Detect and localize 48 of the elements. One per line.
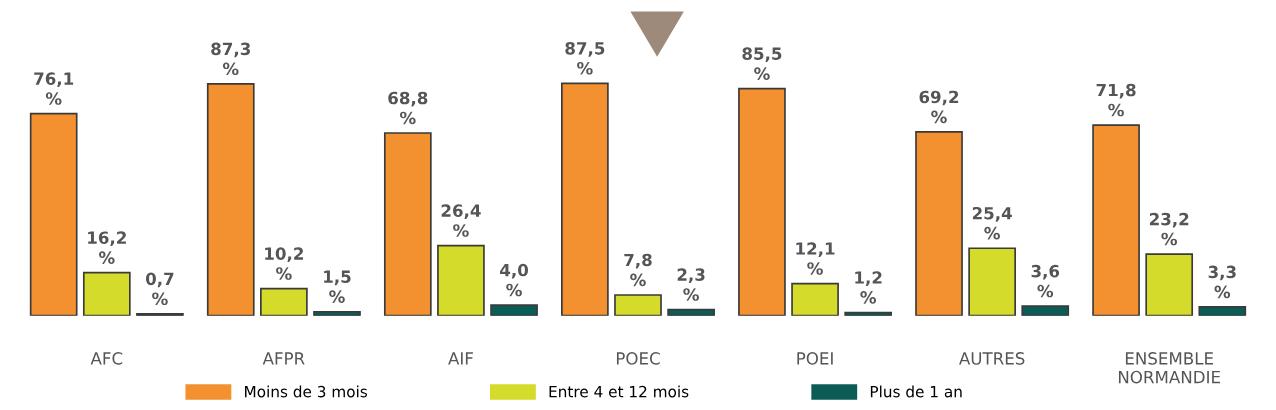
data-label: 25,4 % [972, 206, 1012, 240]
bar [1198, 306, 1247, 316]
x-tick-label: POEC [616, 352, 660, 365]
x-tick-label: AFPR [262, 352, 305, 365]
data-label: 1,2 % [855, 271, 882, 304]
data-label: 23,2 % [1149, 212, 1189, 246]
legend-label: Entre 4 et 12 mois [549, 385, 689, 398]
x-tick-label: AFC [90, 352, 123, 365]
data-label: 69,2 % [919, 90, 959, 124]
bar [1145, 253, 1194, 316]
data-label: 7,8 % [624, 253, 652, 287]
data-label: 12,1 % [796, 242, 835, 275]
x-tick-label: AIF [448, 352, 473, 365]
data-label: 76,1 % [34, 72, 74, 105]
data-label: 68,8 % [388, 91, 428, 125]
bar [1021, 305, 1070, 316]
legend-label: Moins de 3 mois [245, 385, 368, 398]
bar [561, 82, 609, 316]
data-label: 87,5 % [565, 42, 605, 75]
data-label: 3,3 % [1208, 265, 1236, 299]
data-label: 26,4 % [441, 204, 481, 237]
x-tick-label: POEI [797, 352, 833, 365]
bar [614, 294, 662, 316]
data-label: 71,8 % [1096, 83, 1136, 117]
bar [738, 87, 786, 316]
bar [437, 244, 485, 316]
bar [260, 287, 308, 316]
data-label: 1,5 % [324, 270, 351, 303]
data-label: 2,3 % [677, 268, 705, 301]
bar [383, 132, 432, 316]
bar [490, 304, 538, 316]
data-label: 87,3 % [211, 42, 250, 76]
data-label: 3,6 % [1031, 264, 1060, 298]
bar [206, 83, 255, 316]
data-label: 85,5 % [742, 47, 782, 80]
data-label: 0,7 % [145, 272, 174, 306]
bar [791, 282, 839, 316]
legend-label: Plus de 1 an [870, 385, 962, 398]
data-label: 4,0 % [500, 263, 529, 297]
bar [915, 131, 963, 316]
data-label: 16,2 % [88, 231, 126, 264]
bar [968, 247, 1016, 316]
bar [1092, 124, 1140, 316]
x-tick-label: AUTRES [959, 352, 1025, 365]
data-label: 10,2 % [265, 247, 303, 280]
bar [82, 271, 131, 316]
x-tick-label: ENSEMBLE NORMANDIE [1118, 352, 1220, 384]
bar [29, 112, 78, 316]
